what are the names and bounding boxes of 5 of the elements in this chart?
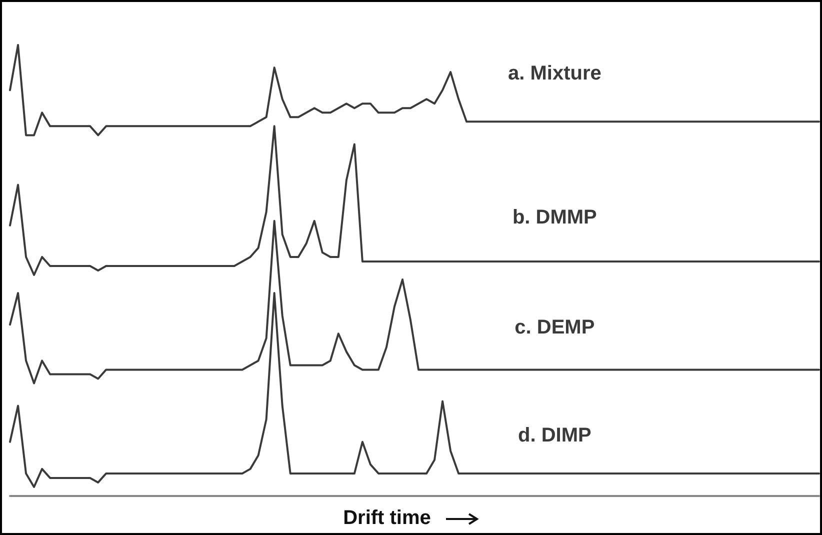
series-label: b. DMMP: [512, 206, 597, 228]
series-label: c. DEMP: [514, 316, 595, 339]
x-axis-title: Drift time: [343, 507, 431, 529]
series-label: a. Mixture: [508, 62, 602, 85]
series-label: d. DIMP: [518, 424, 592, 446]
